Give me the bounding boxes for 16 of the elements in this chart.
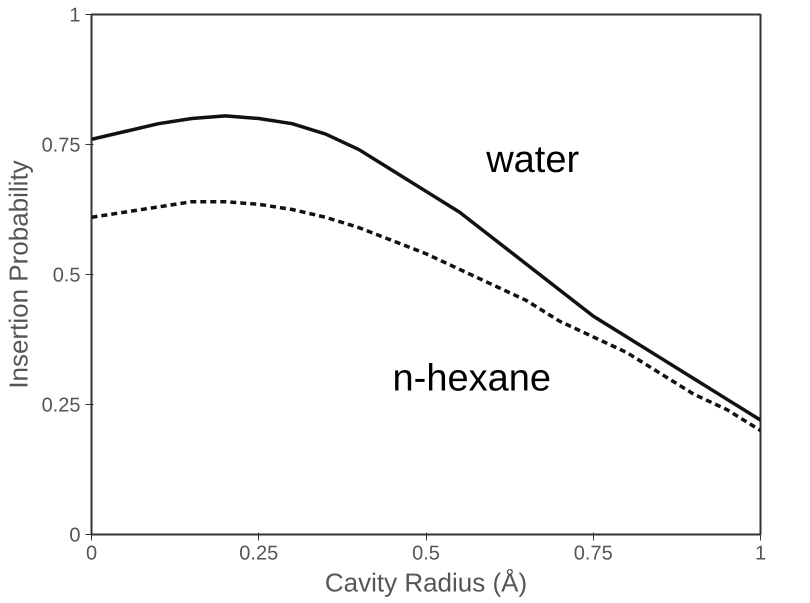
x-axis-title: Cavity Radius (Å) xyxy=(324,568,528,598)
x-tick-label: 0.25 xyxy=(239,542,278,564)
line-series xyxy=(92,114,760,422)
y-tick-label: 0 xyxy=(69,524,80,546)
y-tick-label: 0.75 xyxy=(42,134,81,156)
x-tick-label: 0.75 xyxy=(574,542,613,564)
y-tick-label: 0.25 xyxy=(42,394,81,416)
series-label: water xyxy=(485,138,580,181)
x-tick-label: 0 xyxy=(86,542,98,564)
y-tick-label: 0.5 xyxy=(52,264,81,286)
line-series xyxy=(92,200,760,432)
y-tick-label: 1 xyxy=(69,4,80,26)
y-axis-title: Insertion Probability xyxy=(4,160,34,389)
x-tick-label: 1 xyxy=(754,542,766,564)
x-tick-label: 0.5 xyxy=(412,542,440,564)
series-label: n-hexane xyxy=(392,357,552,400)
